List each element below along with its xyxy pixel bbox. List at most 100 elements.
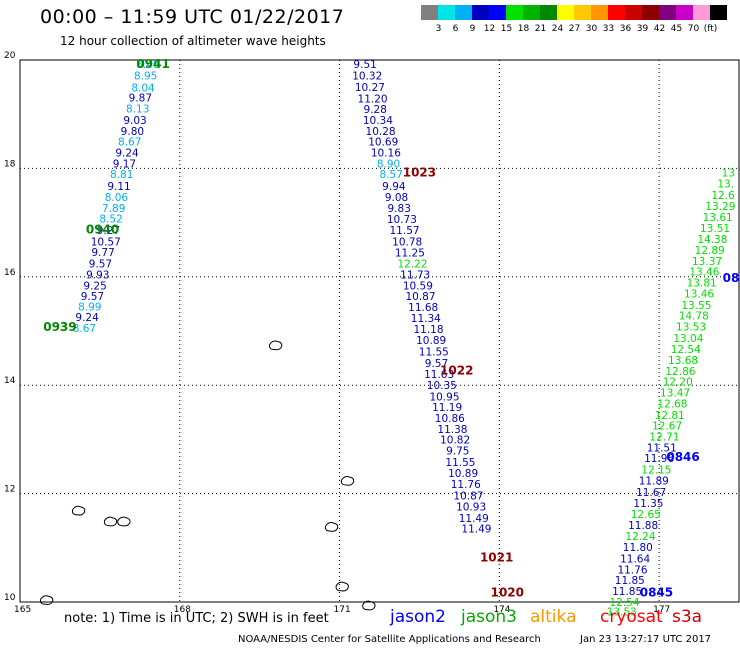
legend-swatch (438, 5, 455, 20)
legend-swatch (506, 5, 523, 20)
wave-height-value: 11.76 (617, 564, 647, 576)
wave-height-value: 11.88 (628, 520, 658, 532)
y-tick-label: 16 (4, 268, 16, 278)
legend-swatch (608, 5, 625, 20)
pass-time-label: 0941 (136, 57, 169, 71)
wave-height-value: 8.90 (377, 158, 400, 170)
legend-label: 45 (670, 24, 683, 34)
pass-time-label: 0939 (43, 320, 76, 334)
wave-height-value: 11.25 (395, 248, 425, 260)
wave-height-value: 10.86 (435, 413, 465, 425)
wave-height-value: 11.49 (461, 524, 491, 536)
wave-height-value: 13.47 (660, 388, 690, 400)
wave-height-value: 13.51 (700, 223, 730, 235)
legend-swatch (540, 5, 557, 20)
satellite-name-cryosat: cryosat (600, 607, 663, 627)
legend-swatch (574, 5, 591, 20)
wave-height-value: 13. (717, 178, 734, 190)
wave-height-value: 9.27 (97, 225, 120, 237)
wave-height-value: 13.53 (676, 321, 706, 333)
wave-height-value: 8.52 (99, 214, 122, 226)
wave-height-value: 10.32 (352, 71, 382, 83)
wave-height-value: 13.46 (684, 288, 714, 300)
wave-height-value: 11.80 (623, 542, 653, 554)
legend-label: 21 (534, 24, 547, 34)
wave-height-value: 13.37 (692, 256, 722, 268)
wave-height-value: 12.86 (665, 366, 695, 378)
wave-height-value: 12.24 (625, 531, 655, 543)
legend-swatch (625, 5, 642, 20)
wave-height-value: 9.28 (364, 104, 387, 116)
legend-label: 70 (687, 24, 700, 34)
y-tick-label: 10 (4, 593, 16, 603)
legend-label: 24 (551, 24, 564, 34)
wave-height-value: 12.22 (397, 259, 427, 271)
axis-ticks: 165 168 171 174 177 20 18 16 14 12 10 (4, 51, 670, 615)
wave-height-value: 11.57 (390, 225, 420, 237)
legend-swatch (659, 5, 676, 20)
legend-label: 15 (500, 24, 513, 34)
wave-height-value: 11.34 (411, 313, 441, 325)
wave-height-value: 12.20 (663, 377, 693, 389)
wave-height-value: 10.35 (427, 380, 457, 392)
wave-height-value: 11.55 (419, 346, 449, 358)
wave-height-value: 10.69 (368, 137, 398, 149)
map-subtitle: 12 hour collection of altimeter wave hei… (60, 34, 326, 48)
wave-height-value: 11.51 (647, 442, 677, 454)
wave-height-value: 7.89 (102, 203, 125, 215)
legend-label: 42 (653, 24, 666, 34)
wave-height-value: 13 (722, 168, 735, 180)
satellite-name-jason2: jason2 (390, 607, 446, 627)
wave-height-value: 13.61 (703, 212, 733, 224)
wave-height-value: 9.08 (385, 192, 408, 204)
wave-height-value: 13.68 (668, 355, 698, 367)
wave-height-value: 9.25 (83, 280, 106, 292)
y-tick-label: 12 (4, 485, 15, 495)
wave-height-value: 11.85 (615, 575, 645, 587)
wave-height-value: 10.89 (448, 468, 478, 480)
legend-swatch (421, 5, 438, 20)
pass-time-label: 1020 (491, 586, 524, 600)
pass-time-label: 1021 (480, 550, 513, 564)
wave-height-value: 9.17 (113, 158, 136, 170)
wave-height-value: 12.81 (655, 410, 685, 422)
legend-swatch (676, 5, 693, 20)
wave-height-value: 13.46 (689, 267, 719, 279)
wave-height-value: 12.68 (657, 398, 687, 410)
legend-label: 12 (483, 24, 496, 34)
wave-height-value: 9.75 (446, 446, 469, 458)
satellite-name-altika: altika (530, 607, 577, 627)
wave-height-value: 9.77 (91, 247, 114, 259)
island-outline (362, 600, 376, 611)
wave-height-value: 10.27 (355, 82, 385, 94)
wave-height-value: 9.87 (129, 93, 152, 105)
y-tick-label: 14 (4, 376, 16, 386)
x-tick-label: 174 (493, 605, 510, 615)
wave-height-value: 11.89 (639, 475, 669, 487)
wave-height-value: 12.71 (649, 431, 679, 443)
wave-height-value: 9.83 (388, 203, 411, 215)
legend-label: 30 (585, 24, 598, 34)
wave-height-value: 10.87 (453, 491, 483, 503)
island-outline (103, 516, 118, 527)
wave-height-value: 9.57 (89, 259, 112, 271)
wave-height-value: 12.15 (641, 465, 671, 477)
legend-label: 36 (619, 24, 632, 34)
pass-time-label: 1023 (403, 166, 436, 180)
wave-height-value: 11.35 (633, 498, 663, 510)
wave-height-value: 12.65 (631, 509, 661, 521)
pass-time-label: 1022 (440, 363, 473, 377)
wave-height-value: 8.95 (134, 71, 157, 83)
wave-height-value: 8.04 (131, 82, 155, 94)
wave-height-value: 10.59 (403, 280, 433, 292)
wave-height-value: 9.24 (115, 147, 139, 159)
x-tick-label: 168 (174, 605, 191, 615)
wave-height-value: 8.67 (73, 323, 96, 335)
pass-time-label: 0845 (640, 586, 673, 600)
wave-height-value: 10.95 (429, 391, 459, 403)
wave-height-value: 12.67 (652, 421, 682, 433)
x-tick-label: 177 (653, 605, 670, 615)
wave-height-value: 10.87 (405, 291, 435, 303)
wave-height-value: 13.55 (681, 300, 711, 312)
x-tick-label: 171 (334, 605, 351, 615)
